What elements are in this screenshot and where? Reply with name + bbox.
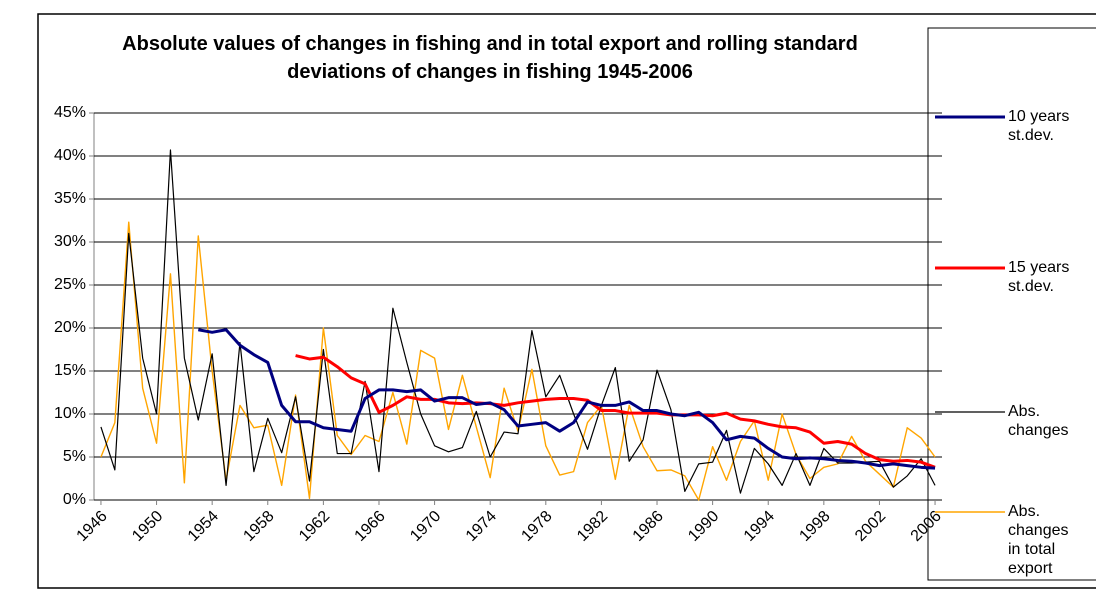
y-tick-label: 20%	[54, 319, 86, 336]
legend-label: Abs. changes in total export	[1008, 503, 1069, 577]
plot-area	[93, 112, 943, 501]
legend-label: 10 years st.dev.	[1008, 108, 1070, 144]
y-tick-label: 25%	[54, 276, 86, 293]
y-tick-label: 45%	[54, 104, 86, 121]
series-line	[197, 328, 936, 470]
y-tick-label: 40%	[54, 147, 86, 164]
y-tick-label: 0%	[63, 491, 86, 508]
legend-label: 15 years st.dev.	[1008, 259, 1070, 295]
legend-label: Abs. changes	[1008, 403, 1069, 439]
y-tick-label: 10%	[54, 405, 86, 422]
y-tick-label: 35%	[54, 190, 86, 207]
legend-box	[927, 27, 1096, 581]
y-tick-label: 15%	[54, 362, 86, 379]
series-line	[100, 149, 936, 494]
y-tick-label: 5%	[63, 448, 86, 465]
y-tick-label: 30%	[54, 233, 86, 250]
series-line	[295, 354, 936, 469]
chart-title: Absolute values of changes in fishing an…	[122, 33, 858, 83]
